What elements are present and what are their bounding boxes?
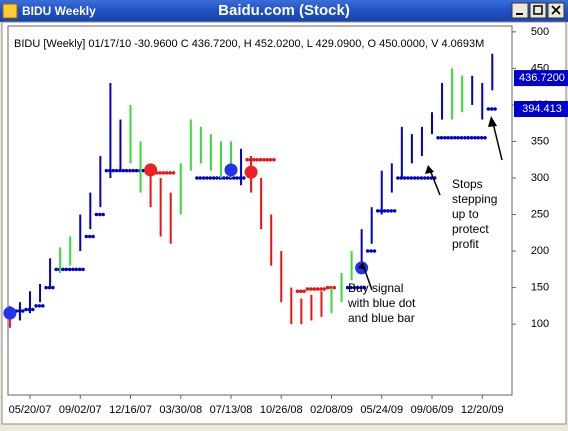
annotation-text: and blue bar: [348, 311, 415, 325]
chart-subtitle: BIDU [Weekly] 01/17/10 -30.9600 C 436.72…: [14, 38, 484, 50]
arrowhead: [425, 165, 434, 174]
x-tick-label: 12/20/09: [461, 404, 504, 416]
y-tick-label: 200: [531, 245, 549, 257]
window-buttons: [511, 2, 565, 19]
window-title: BIDU Weekly: [22, 4, 96, 18]
x-tick-label: 02/08/09: [310, 404, 353, 416]
annotation-text: Buy signal: [348, 281, 403, 295]
signal-dot: [3, 306, 17, 320]
arrowhead: [358, 262, 366, 270]
chart-title: Baidu.com (Stock): [218, 2, 350, 19]
y-tick-label: 100: [531, 318, 549, 330]
price-label: 394.413: [522, 103, 562, 115]
y-tick-label: 250: [531, 208, 549, 220]
annotation-text: stepping: [452, 192, 497, 206]
x-tick-label: 03/30/08: [159, 404, 202, 416]
annotation-text: Stops: [452, 177, 483, 191]
x-tick-label: 10/26/08: [260, 404, 303, 416]
maximize-icon: [533, 5, 543, 15]
x-tick-label: 09/02/07: [59, 404, 102, 416]
arrow: [429, 169, 441, 196]
price-label: 436.7200: [519, 72, 565, 84]
app-icon: [2, 3, 18, 19]
signal-dot: [244, 165, 258, 179]
signal-dot: [224, 163, 238, 177]
annotation-text: protect: [452, 222, 489, 236]
arrowhead: [488, 116, 497, 127]
plot-area: [7, 25, 513, 396]
x-tick-label: 07/13/08: [210, 404, 253, 416]
x-tick-label: 12/16/07: [109, 404, 152, 416]
price-label-box: [514, 70, 568, 87]
y-tick-label: 500: [531, 26, 549, 38]
minimize-button[interactable]: [511, 2, 529, 19]
y-tick-label: 300: [531, 172, 549, 184]
y-tick-label: 150: [531, 281, 549, 293]
x-tick-label: 05/20/07: [9, 404, 52, 416]
annotation-text: with blue dot: [347, 296, 416, 310]
x-tick-label: 09/06/09: [411, 404, 454, 416]
annotation-text: profit: [452, 237, 479, 251]
arrow: [492, 122, 503, 161]
x-tick-label: 05/24/09: [360, 404, 403, 416]
y-tick-label: 350: [531, 135, 549, 147]
close-icon: [551, 5, 561, 15]
title-bar: [0, 0, 568, 22]
signal-dot: [144, 163, 158, 177]
price-label-box: [514, 100, 568, 117]
annotation-text: up to: [452, 207, 479, 221]
